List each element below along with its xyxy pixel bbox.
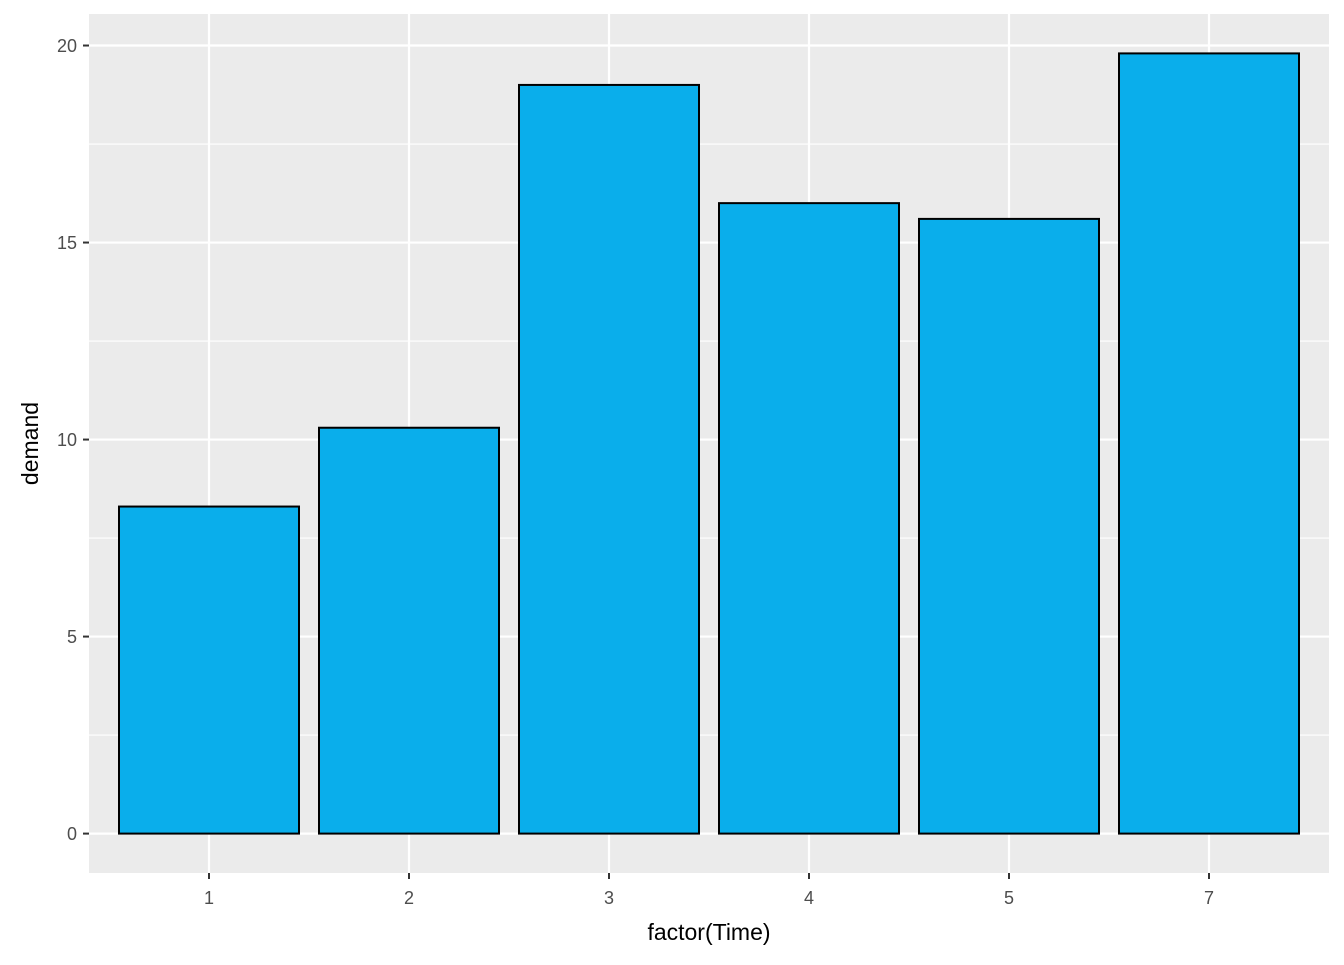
x-tick-label: 1 <box>204 888 214 908</box>
x-tick-label: 3 <box>604 888 614 908</box>
x-tick-label: 2 <box>404 888 414 908</box>
bar-7 <box>1118 52 1300 835</box>
x-axis-title: factor(Time) <box>647 919 770 945</box>
y-tick-label: 15 <box>57 233 77 253</box>
y-tick-label: 5 <box>67 627 77 647</box>
bar-4 <box>718 202 900 835</box>
y-tick-label: 0 <box>67 824 77 844</box>
x-tick-label: 7 <box>1204 888 1214 908</box>
y-tick-label: 20 <box>57 36 77 56</box>
bar-3 <box>518 83 700 835</box>
y-axis-ticks: 0 5 10 15 20 <box>57 36 89 844</box>
bar-1 <box>118 505 300 835</box>
bar-2 <box>318 426 500 835</box>
x-axis-ticks: 1 2 3 4 5 7 <box>204 873 1214 908</box>
bars <box>118 52 1300 835</box>
x-tick-label: 4 <box>804 888 814 908</box>
y-axis-title: demand <box>17 402 43 485</box>
y-tick-label: 10 <box>57 430 77 450</box>
bar-5 <box>918 217 1100 835</box>
x-tick-label: 5 <box>1004 888 1014 908</box>
